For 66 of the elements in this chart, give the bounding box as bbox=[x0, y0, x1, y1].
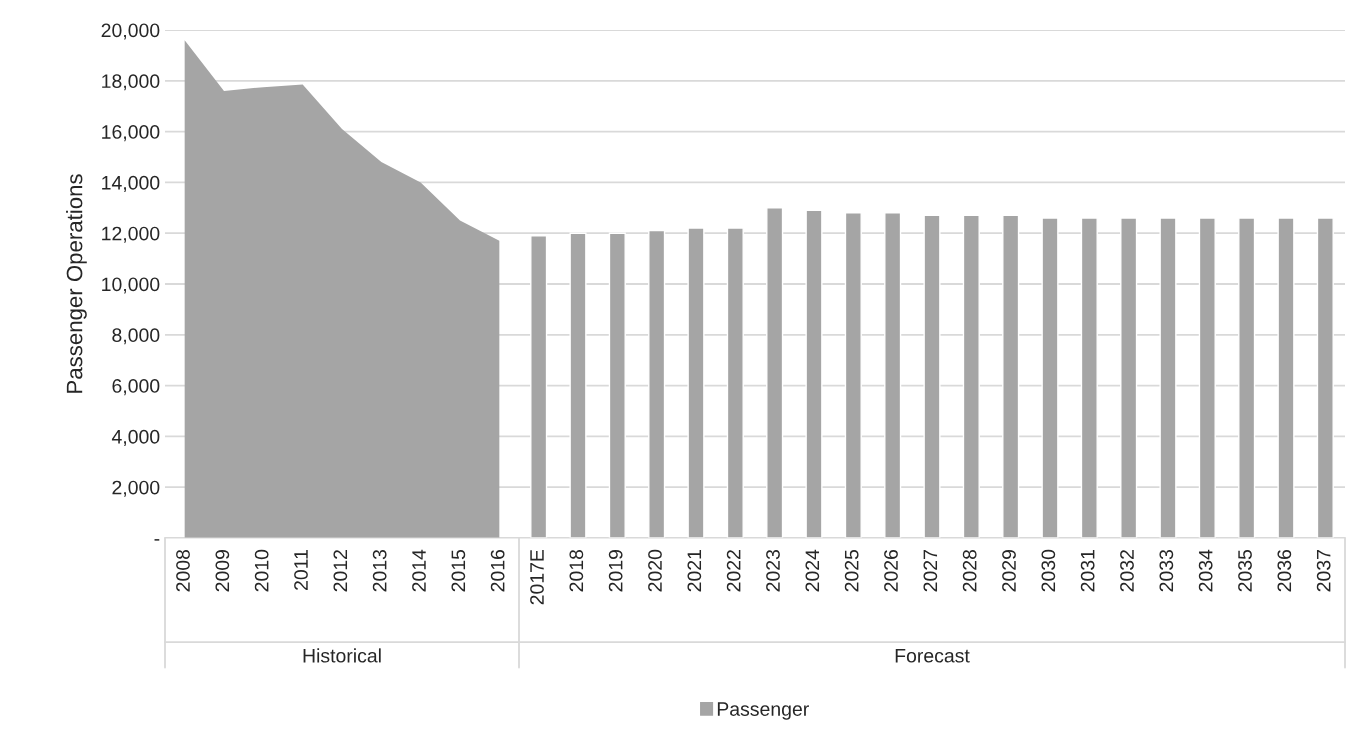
bar bbox=[1120, 217, 1138, 538]
x-tick-label: 2036 bbox=[1277, 549, 1292, 592]
y-tick-label: 6,000 bbox=[112, 379, 160, 396]
y-tick-label: - bbox=[154, 539, 160, 541]
text: Forecast bbox=[895, 649, 970, 663]
y-tick-label: 8,000 bbox=[112, 328, 160, 345]
bar bbox=[569, 232, 587, 538]
bar bbox=[726, 227, 744, 538]
x-tick-label: 2019 bbox=[608, 550, 623, 592]
x-tick-label: 2014 bbox=[412, 549, 426, 592]
x-tick-label: 2017E bbox=[530, 549, 544, 605]
bar bbox=[884, 212, 902, 538]
x-tick-label: 2008 bbox=[176, 549, 190, 592]
bar bbox=[1041, 217, 1059, 538]
x-tick-label: 2025 bbox=[844, 549, 859, 592]
x-tick-label: 2035 bbox=[1238, 549, 1252, 592]
x-tick-label: 2021 bbox=[687, 550, 702, 592]
x-tick-label: 2030 bbox=[1041, 549, 1056, 592]
x-tick-label: 2026 bbox=[884, 549, 898, 592]
x-tick-label: 2023 bbox=[766, 549, 780, 592]
bar bbox=[1238, 217, 1256, 538]
x-tick-label: 2012 bbox=[333, 550, 348, 592]
bar bbox=[766, 207, 784, 538]
bar bbox=[530, 235, 548, 538]
bar bbox=[1198, 217, 1216, 538]
y-tick-label: 12,000 bbox=[102, 226, 160, 243]
x-tick-label: 2015 bbox=[451, 549, 466, 592]
y-tick-label: 2,000 bbox=[112, 480, 160, 497]
bar bbox=[844, 212, 862, 538]
x-tick-label: 2031 bbox=[1080, 550, 1095, 592]
x-tick-label: 2037 bbox=[1316, 550, 1331, 592]
x-tick-label: 2009 bbox=[215, 550, 230, 592]
text: Historical bbox=[303, 648, 381, 663]
bar bbox=[648, 229, 666, 538]
bar bbox=[923, 214, 941, 538]
x-tick-label: 2022 bbox=[726, 550, 741, 592]
y-tick-label: 18,000 bbox=[102, 74, 160, 91]
bar bbox=[687, 227, 705, 538]
x-tick-label: 2034 bbox=[1198, 549, 1213, 592]
bar bbox=[962, 214, 980, 538]
x-tick-label: 2028 bbox=[962, 549, 977, 592]
y-tick-label: 4,000 bbox=[111, 429, 160, 446]
x-tick-label: 2011 bbox=[294, 550, 308, 590]
bar bbox=[1316, 217, 1334, 538]
bar bbox=[1277, 217, 1295, 538]
y-tick-label: 14,000 bbox=[102, 175, 160, 192]
x-tick-label: 2013 bbox=[372, 549, 387, 592]
bar bbox=[1080, 217, 1098, 538]
x-tick-label: 2029 bbox=[1002, 550, 1016, 592]
x-tick-label: 2024 bbox=[805, 549, 820, 592]
bar bbox=[1002, 214, 1020, 538]
y-axis-title: Passenger Operations bbox=[66, 174, 87, 393]
x-tick-label: 2018 bbox=[569, 549, 584, 592]
y-tick-label: 16,000 bbox=[102, 125, 160, 142]
x-tick-label: 2010 bbox=[254, 549, 269, 592]
y-tick-label: 20,000 bbox=[101, 23, 160, 40]
legend-label: Passenger bbox=[717, 702, 809, 720]
y-tick-label: 10,000 bbox=[102, 277, 160, 294]
x-tick-label: 2020 bbox=[648, 549, 662, 592]
x-tick-label: 2032 bbox=[1120, 550, 1134, 592]
x-tick-label: 2027 bbox=[923, 550, 938, 592]
bar bbox=[1159, 217, 1177, 538]
bar bbox=[805, 209, 823, 538]
x-tick-label: 2033 bbox=[1159, 549, 1174, 592]
bar bbox=[608, 232, 626, 538]
x-tick-label: 2016 bbox=[490, 549, 505, 592]
